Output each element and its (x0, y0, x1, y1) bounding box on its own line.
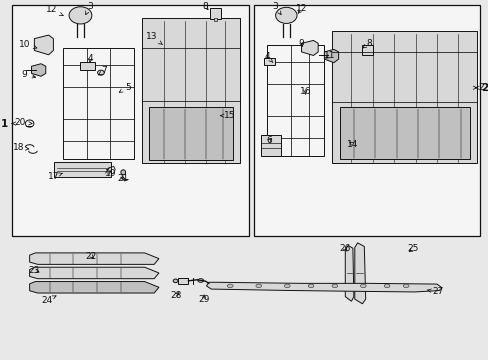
Text: 21: 21 (117, 174, 129, 183)
Bar (54, 162, 111, 177)
Polygon shape (149, 107, 232, 161)
Text: 10: 10 (19, 40, 37, 49)
Text: 14: 14 (346, 140, 358, 149)
Ellipse shape (403, 284, 408, 288)
Text: 3: 3 (85, 2, 93, 15)
Polygon shape (206, 282, 441, 292)
Text: 16: 16 (299, 87, 310, 96)
Text: 12: 12 (46, 5, 63, 15)
Text: 8: 8 (202, 2, 208, 11)
Ellipse shape (275, 7, 296, 23)
Bar (12, 5, 249, 236)
Ellipse shape (331, 284, 337, 288)
Ellipse shape (69, 7, 92, 24)
Polygon shape (142, 18, 239, 163)
Ellipse shape (307, 284, 313, 288)
Bar (81, 62, 95, 70)
Text: 27: 27 (427, 287, 443, 296)
Text: 9: 9 (21, 70, 36, 79)
Bar (210, 8, 220, 19)
Text: 20: 20 (15, 118, 32, 127)
Text: 15: 15 (220, 111, 235, 120)
Text: 2: 2 (480, 83, 487, 93)
Ellipse shape (360, 284, 366, 288)
Ellipse shape (121, 170, 125, 175)
Text: 17: 17 (47, 172, 62, 181)
Text: 28: 28 (169, 291, 181, 300)
Text: 11: 11 (324, 51, 335, 60)
Ellipse shape (98, 70, 104, 75)
Text: 4: 4 (87, 54, 93, 63)
Polygon shape (332, 31, 476, 163)
Text: 5: 5 (119, 82, 131, 92)
Ellipse shape (384, 284, 389, 288)
Text: 1: 1 (1, 118, 8, 129)
Text: 13: 13 (146, 32, 162, 45)
Text: 18: 18 (13, 143, 29, 152)
Text: 8: 8 (362, 39, 371, 48)
Bar (213, 18, 217, 21)
Bar (178, 278, 188, 284)
Polygon shape (339, 107, 469, 159)
Polygon shape (30, 282, 159, 293)
Text: 3: 3 (272, 2, 281, 15)
Polygon shape (345, 246, 353, 301)
Text: 12: 12 (295, 4, 306, 13)
Text: 24: 24 (41, 296, 56, 305)
Bar (253, 5, 479, 236)
Text: 2: 2 (474, 83, 483, 92)
Ellipse shape (284, 284, 289, 288)
Text: 22: 22 (85, 252, 97, 261)
Text: 23: 23 (29, 266, 40, 275)
Text: 19: 19 (104, 169, 116, 178)
Bar (263, 58, 275, 65)
Polygon shape (324, 49, 338, 63)
Text: 26: 26 (339, 244, 350, 253)
Bar (261, 135, 281, 156)
Text: 25: 25 (407, 244, 418, 253)
Polygon shape (31, 64, 46, 76)
Ellipse shape (173, 279, 178, 283)
Bar (362, 45, 372, 55)
Text: 9: 9 (298, 39, 304, 48)
Text: 4: 4 (264, 52, 272, 63)
Ellipse shape (227, 284, 233, 288)
Polygon shape (301, 40, 318, 55)
Text: 6: 6 (266, 136, 271, 145)
Polygon shape (30, 253, 159, 264)
Text: 29: 29 (198, 294, 209, 303)
Polygon shape (30, 267, 159, 279)
Polygon shape (34, 35, 53, 55)
Ellipse shape (255, 284, 261, 288)
Polygon shape (354, 243, 365, 304)
Text: 7: 7 (98, 66, 107, 75)
